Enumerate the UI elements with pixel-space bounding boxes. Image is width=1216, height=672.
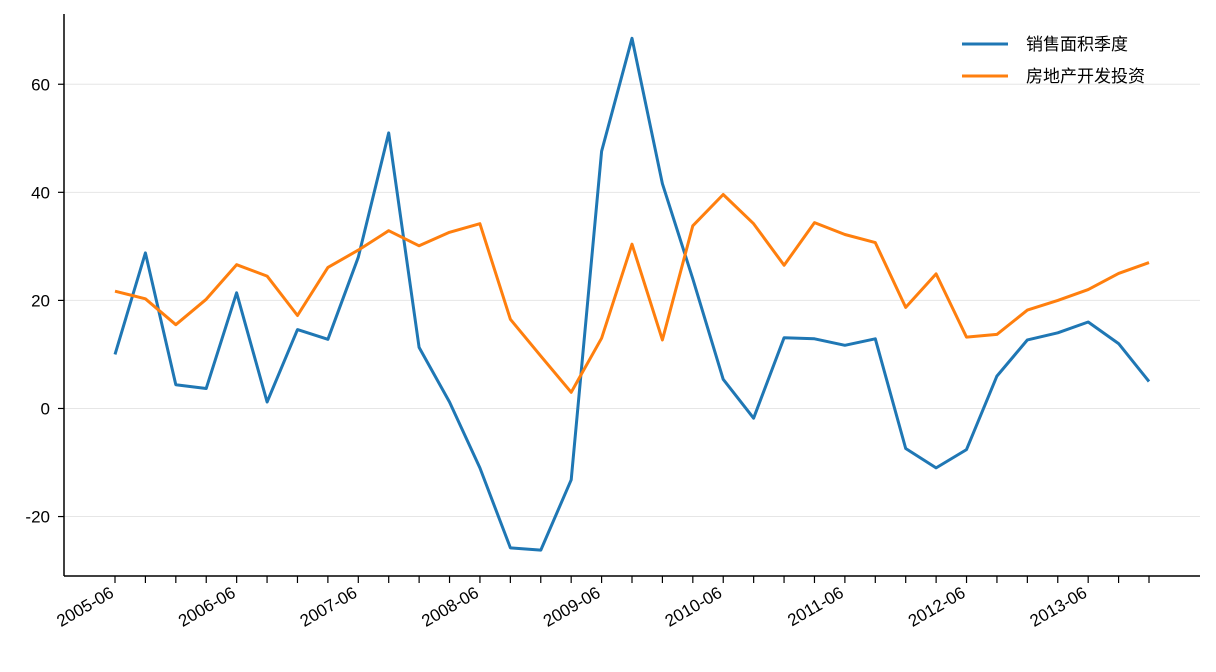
x-tick-label: 2010-06	[662, 583, 726, 631]
y-tick-label: 40	[31, 183, 50, 202]
x-ticks: 2005-06 2006-06 2007-06 2008-06 2009-06 2010-…	[53, 576, 1150, 631]
x-tick-label: 2006-06	[175, 583, 239, 631]
series-lines	[113, 36, 1151, 552]
legend-label: 销售面积季度	[1026, 35, 1128, 55]
x-tick-label: 2012-06	[905, 583, 969, 631]
y-ticks: -20 0 20 40 60	[25, 75, 64, 527]
series-line-2	[114, 193, 1150, 394]
y-tick-label: -20	[25, 508, 50, 527]
x-tick-label: 2013-06	[1027, 583, 1091, 631]
x-tick-label: 2005-06	[53, 583, 117, 631]
legend-label: 房地产开发投资	[1026, 67, 1145, 87]
y-tick-label: 20	[31, 291, 50, 310]
x-tick-label: 2008-06	[418, 583, 482, 631]
x-tick-label: 2011-06	[784, 583, 846, 630]
y-tick-label: 0	[41, 399, 50, 418]
gridlines	[64, 83, 1200, 518]
y-tick-label: 60	[31, 75, 50, 94]
x-tick-label: 2009-06	[540, 583, 604, 631]
series-line-1	[113, 36, 1151, 552]
x-tick-label: 2007-06	[297, 583, 361, 631]
